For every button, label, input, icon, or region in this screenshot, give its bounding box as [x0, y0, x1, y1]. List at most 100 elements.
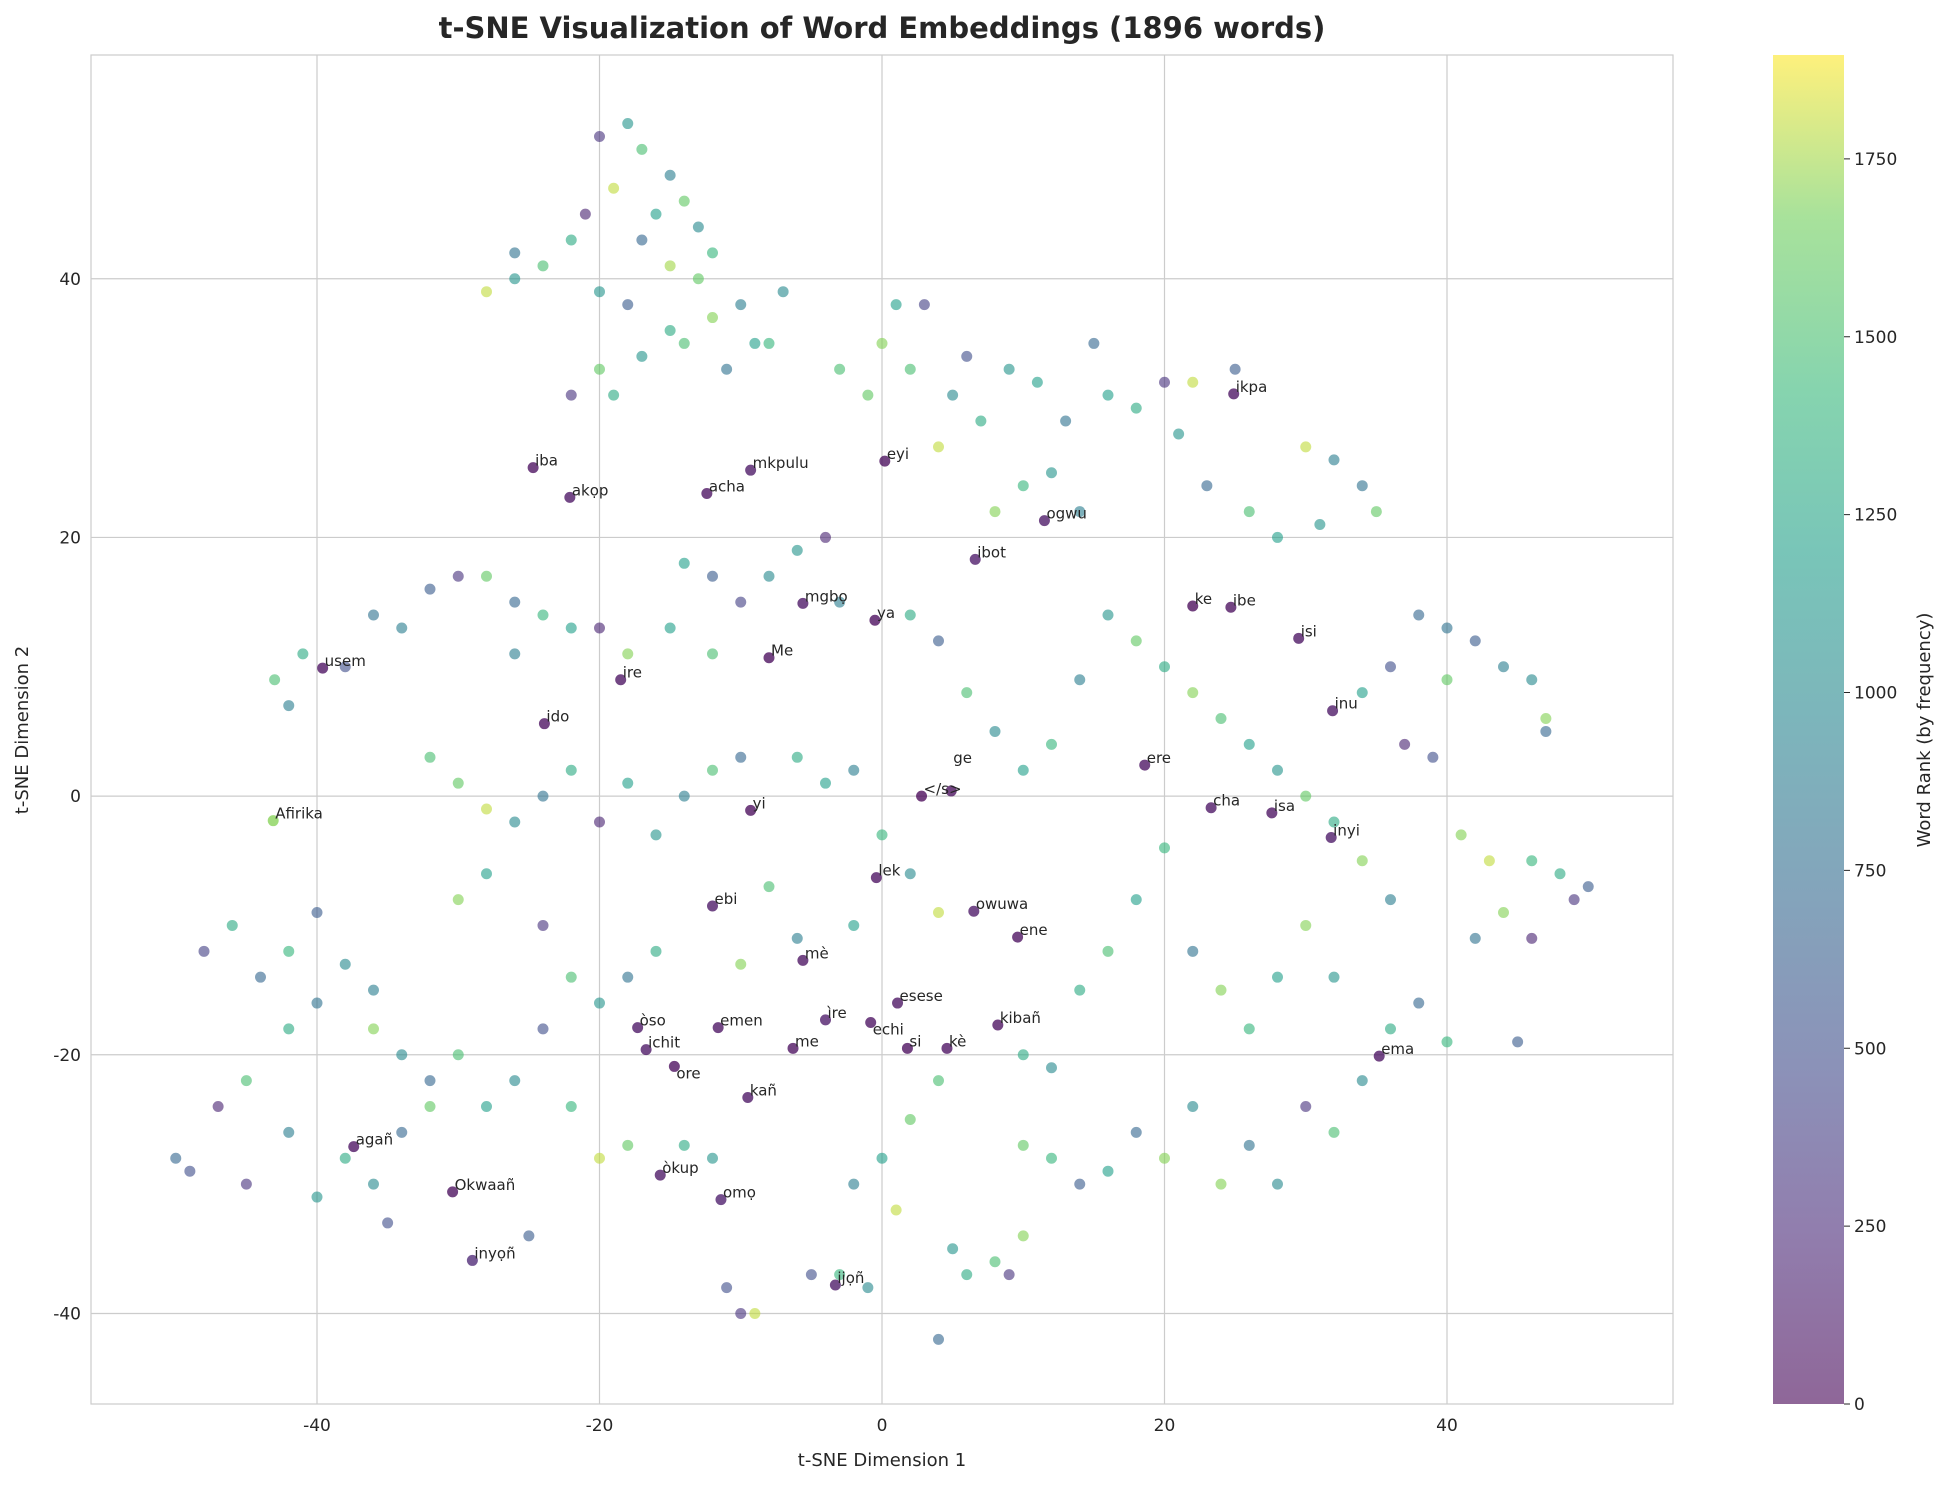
data-point	[424, 1101, 436, 1113]
data-point	[848, 764, 860, 776]
data-point	[537, 1023, 549, 1035]
data-point	[1046, 738, 1057, 750]
labeled-data-point	[865, 1016, 877, 1028]
labeled-data-point	[707, 900, 718, 912]
labeled-data-point	[1228, 388, 1240, 400]
colorbar: 0 250 500 750 1000 1250 1500 1750 Word Rank (by…	[1773, 55, 1935, 1415]
data-point	[1017, 1049, 1029, 1061]
data-point	[678, 1139, 690, 1151]
data-point	[678, 195, 690, 207]
word-label: ogwu	[1046, 505, 1086, 523]
data-point	[1187, 376, 1199, 388]
data-point	[509, 816, 521, 828]
y-tick-label: 20	[59, 528, 81, 548]
data-point	[1159, 661, 1170, 673]
data-point	[452, 894, 464, 906]
word-label: omọ	[723, 1184, 756, 1202]
labeled-data-point	[892, 997, 904, 1009]
data-point	[311, 997, 323, 1009]
word-label: ibot	[977, 543, 1006, 561]
data-point	[763, 881, 775, 893]
points-layer	[170, 118, 1594, 1345]
data-point	[1328, 971, 1340, 983]
data-point	[735, 596, 747, 608]
labeled-data-point	[745, 804, 757, 816]
data-point	[876, 337, 888, 349]
labeled-data-point	[745, 464, 757, 476]
data-point	[1385, 894, 1396, 906]
data-point	[1243, 506, 1255, 518]
data-point	[339, 958, 351, 970]
data-point	[481, 868, 492, 880]
labeled-data-point	[1293, 632, 1305, 644]
word-label: inyi	[1333, 821, 1360, 839]
labeled-data-point	[1327, 705, 1339, 717]
chart-title: t-SNE Visualization of Word Embeddings (…	[439, 11, 1326, 45]
word-label: ijọñ	[837, 1269, 864, 1287]
data-point	[1540, 713, 1552, 725]
data-point	[707, 570, 718, 582]
word-label: Afirika	[275, 805, 323, 823]
labeled-data-point	[797, 954, 809, 966]
data-point	[240, 1075, 252, 1087]
data-point	[368, 609, 379, 621]
data-point	[608, 182, 620, 194]
labeled-data-point	[654, 1169, 666, 1181]
data-point	[707, 764, 718, 776]
word-label: mgbọ	[805, 587, 848, 605]
data-point	[1102, 389, 1114, 401]
labeled-data-point	[348, 1141, 360, 1153]
data-point	[791, 751, 803, 763]
data-point	[1017, 764, 1029, 776]
data-point	[735, 751, 747, 763]
data-point	[1300, 919, 1312, 931]
data-point	[452, 1049, 464, 1061]
data-point	[862, 1282, 874, 1294]
data-point	[1526, 932, 1538, 944]
word-label: kibañ	[1000, 1009, 1041, 1027]
word-label: isa	[1274, 797, 1295, 815]
data-point	[1159, 842, 1170, 854]
data-point	[636, 143, 648, 155]
data-point	[721, 363, 733, 375]
word-label: ire	[623, 664, 642, 682]
word-label: inu	[1335, 695, 1358, 713]
data-point	[622, 118, 634, 130]
word-label: </s>	[924, 780, 962, 798]
data-point	[1173, 428, 1185, 440]
data-point	[961, 1269, 973, 1281]
data-point	[989, 725, 1001, 737]
data-point	[339, 1152, 351, 1164]
data-point	[862, 389, 874, 401]
data-point	[1074, 1178, 1086, 1190]
data-point	[283, 1126, 295, 1138]
data-point	[904, 868, 916, 880]
word-label: Okwaañ	[455, 1176, 516, 1194]
data-point	[904, 1113, 916, 1125]
data-point	[1046, 1062, 1057, 1074]
data-point	[565, 971, 577, 983]
data-point	[989, 1256, 1001, 1268]
colorbar-tick-label: 0	[1854, 1395, 1865, 1415]
word-label: ene	[1020, 921, 1048, 939]
data-point	[1540, 725, 1552, 737]
colorbar-tick-label: 1500	[1854, 328, 1897, 348]
data-point	[1300, 1101, 1312, 1113]
data-point	[1088, 337, 1100, 349]
data-point	[933, 907, 944, 919]
data-point	[650, 945, 662, 957]
data-point	[820, 531, 831, 543]
data-point	[537, 790, 549, 802]
data-point	[1130, 635, 1142, 647]
data-point	[481, 1101, 492, 1113]
word-label: inyọñ	[474, 1244, 515, 1262]
data-point	[1215, 984, 1227, 996]
data-point	[1526, 674, 1538, 686]
data-point	[664, 169, 676, 181]
colorbar-tick-label: 750	[1854, 861, 1886, 881]
labeled-data-point	[869, 614, 881, 626]
data-point	[1554, 868, 1566, 880]
word-label: emen	[720, 1012, 763, 1030]
data-point	[594, 286, 605, 298]
data-point	[594, 363, 605, 375]
